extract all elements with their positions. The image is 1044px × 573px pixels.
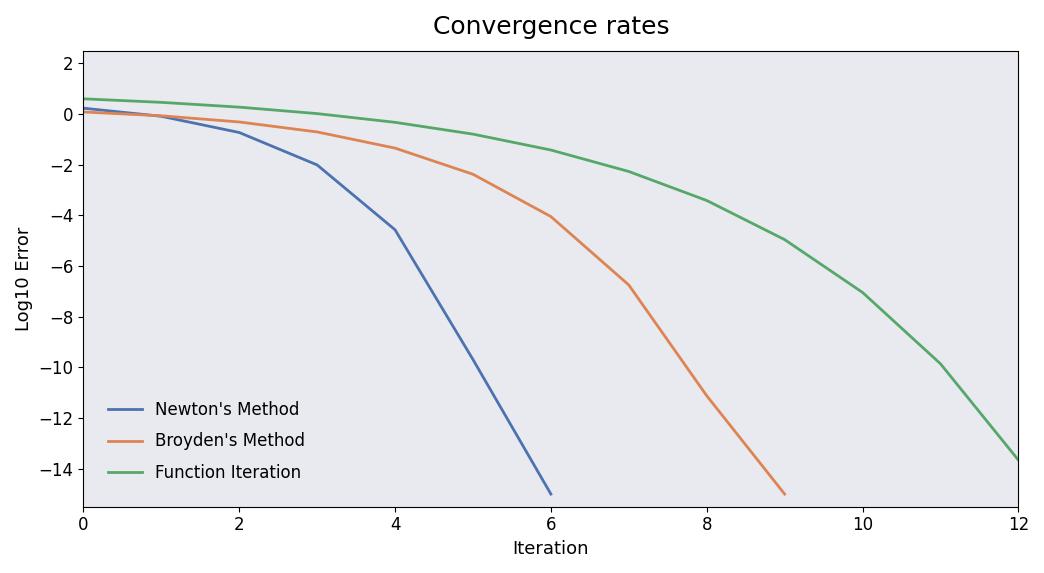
Broyden's Method [545,213,557,220]
Function Iteration [779,236,791,243]
Newton's Method [467,356,479,363]
Title: Convergence rates: Convergence rates [432,15,669,39]
Function Iteration [156,99,168,106]
Line: Broyden's Method: Broyden's Method [84,112,785,494]
Broyden's Method [233,119,245,125]
Function Iteration [701,197,713,204]
Newton's Method [77,105,90,112]
Function Iteration [77,95,90,102]
Broyden's Method [701,393,713,399]
Legend: Newton's Method, Broyden's Method, Function Iteration: Newton's Method, Broyden's Method, Funct… [92,384,322,499]
Function Iteration [388,119,401,125]
Newton's Method [388,226,401,233]
Function Iteration [622,168,635,175]
Function Iteration [1012,457,1024,464]
Function Iteration [545,147,557,154]
Y-axis label: Log10 Error: Log10 Error [15,226,33,331]
Function Iteration [934,360,947,367]
X-axis label: Iteration: Iteration [513,540,589,558]
Broyden's Method [311,128,324,135]
Broyden's Method [156,112,168,119]
Newton's Method [156,113,168,120]
Broyden's Method [622,281,635,288]
Broyden's Method [467,171,479,178]
Function Iteration [311,110,324,117]
Function Iteration [856,289,869,296]
Broyden's Method [388,144,401,151]
Newton's Method [545,490,557,497]
Newton's Method [233,129,245,136]
Function Iteration [467,131,479,138]
Function Iteration [233,104,245,111]
Line: Function Iteration: Function Iteration [84,99,1044,494]
Broyden's Method [779,490,791,497]
Broyden's Method [77,108,90,115]
Line: Newton's Method: Newton's Method [84,108,551,494]
Newton's Method [311,162,324,168]
